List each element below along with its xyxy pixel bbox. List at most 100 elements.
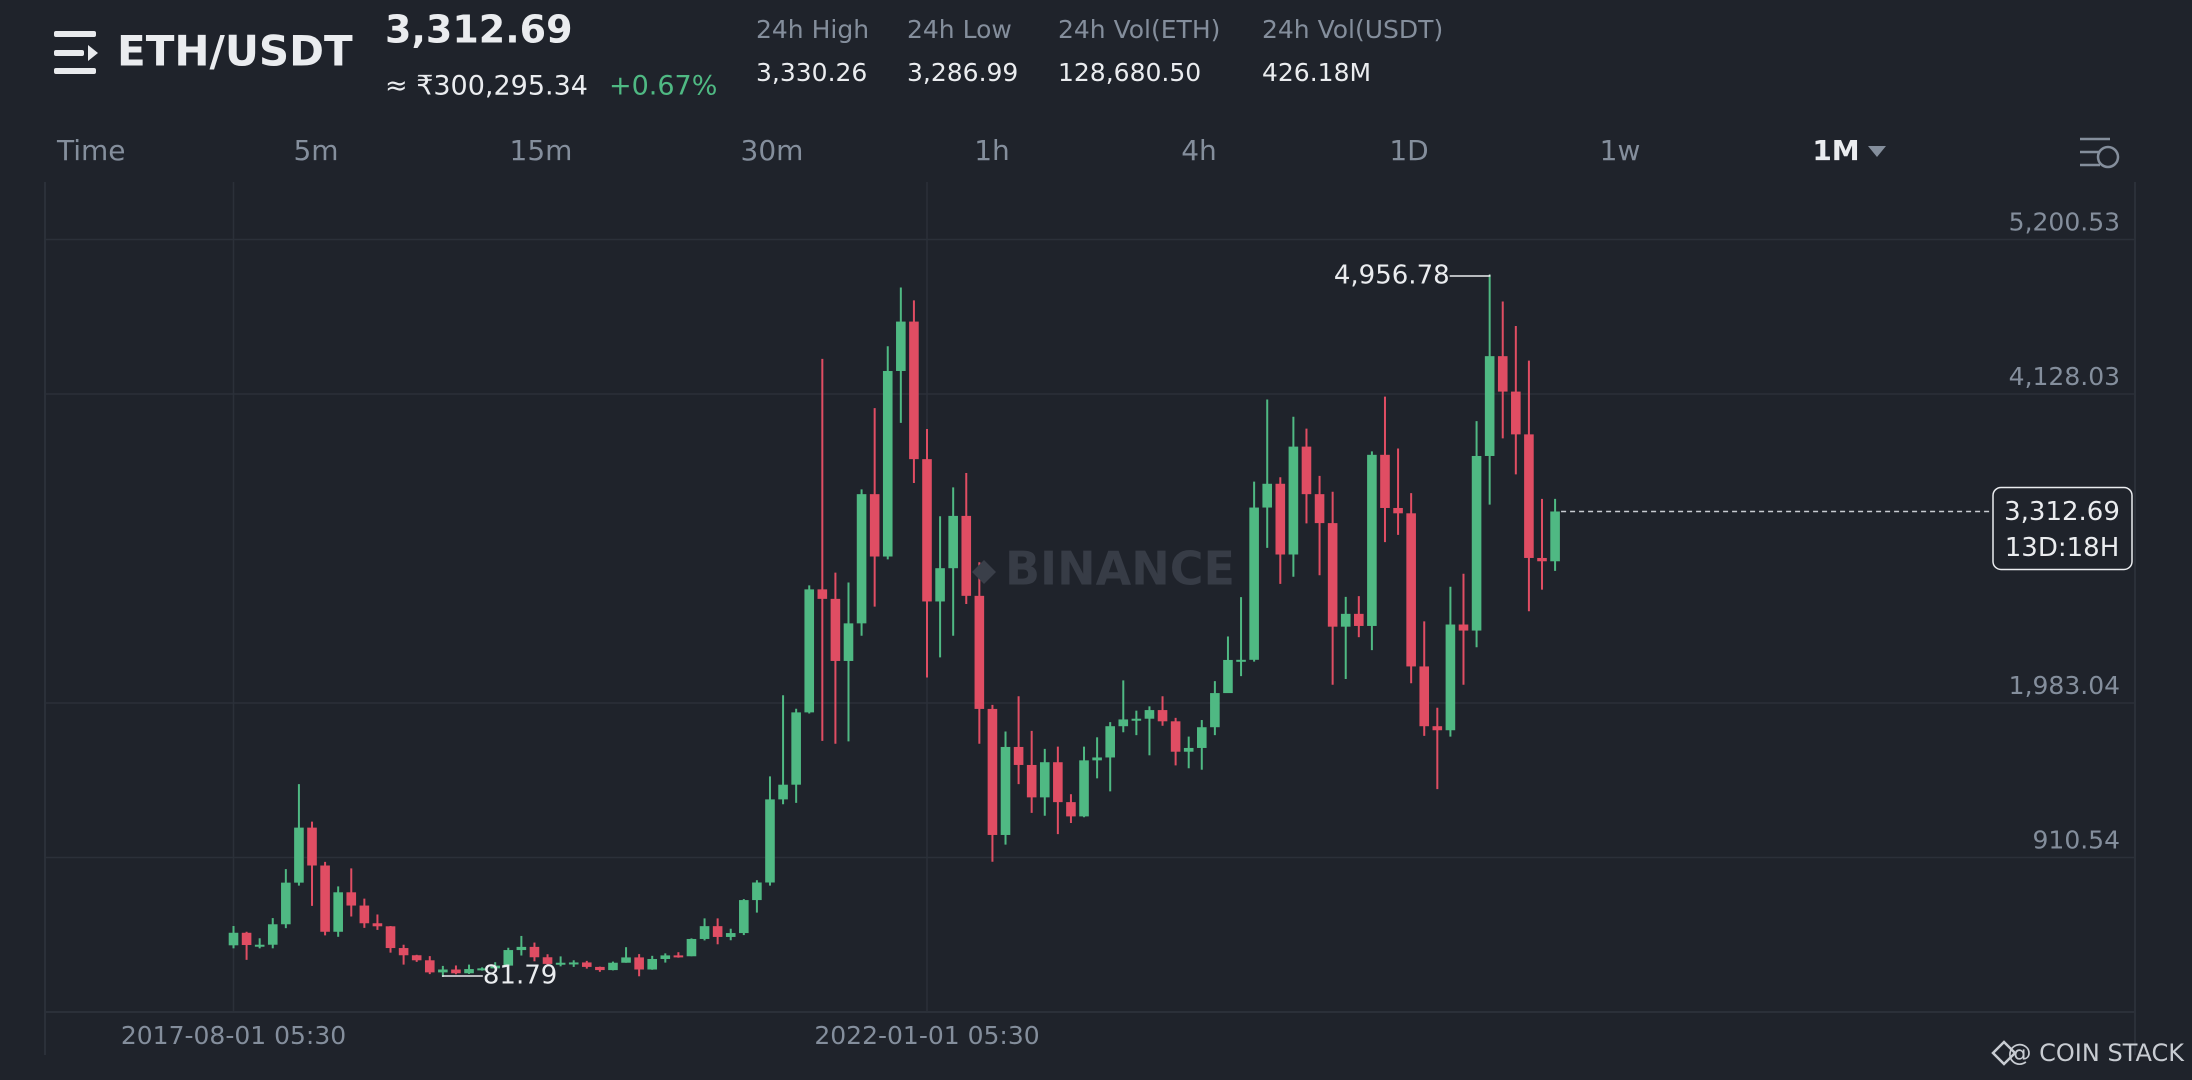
stat-label: 24h High bbox=[756, 15, 869, 44]
stat-value: 3,286.99 bbox=[907, 58, 1018, 87]
candle-body bbox=[529, 946, 540, 958]
stat-value: 426.18M bbox=[1262, 58, 1371, 87]
timeframe-tab[interactable]: 4h bbox=[1181, 134, 1217, 167]
min-label: 81.79 bbox=[483, 961, 557, 991]
candle-body bbox=[830, 598, 841, 661]
min-leader bbox=[442, 975, 483, 977]
candle-body bbox=[1354, 613, 1364, 626]
logo-diamond bbox=[1991, 1040, 2017, 1066]
candle-body bbox=[1393, 507, 1403, 514]
candle-body bbox=[1000, 746, 1011, 835]
candle-body bbox=[1026, 764, 1037, 798]
candle-body bbox=[267, 924, 278, 945]
candle-body bbox=[843, 623, 854, 661]
candle-body bbox=[307, 827, 317, 866]
candle-body bbox=[1497, 356, 1508, 392]
chart: 910.54 1,983.04 4,128.03 5,200.53 2017-08-01… bbox=[44, 182, 2136, 1055]
candle-body bbox=[346, 892, 357, 906]
price-change: +0.67% bbox=[609, 71, 717, 102]
timeframe-tab[interactable]: 1D bbox=[1389, 134, 1428, 167]
candle-body bbox=[1327, 523, 1338, 627]
candle-body bbox=[935, 568, 945, 602]
candle-body bbox=[568, 962, 579, 965]
candle-body bbox=[1092, 757, 1102, 761]
candle-body bbox=[1301, 446, 1312, 495]
candle-body bbox=[1419, 666, 1430, 727]
candle-body bbox=[1170, 721, 1181, 752]
candle-body bbox=[1196, 727, 1207, 748]
candle-body bbox=[1066, 802, 1076, 817]
watermark-logo bbox=[972, 560, 996, 584]
pair-name[interactable]: ETH/USDT bbox=[117, 27, 353, 76]
candle-body bbox=[739, 900, 749, 934]
candle-body bbox=[228, 932, 239, 946]
candle-body bbox=[1131, 718, 1142, 721]
timeframe-tab[interactable]: 5m bbox=[293, 134, 338, 167]
candle-body bbox=[961, 515, 972, 596]
candle-body bbox=[477, 968, 487, 971]
y-tick-label: 1,983.04 bbox=[2009, 671, 2120, 700]
footer-logo bbox=[1991, 1040, 2017, 1066]
candle-body bbox=[699, 926, 710, 939]
candle-body bbox=[686, 938, 697, 957]
candle-body bbox=[817, 589, 828, 599]
timeframe-tab[interactable]: 30m bbox=[741, 134, 804, 167]
candle-body bbox=[1079, 760, 1089, 817]
candle-body bbox=[424, 960, 435, 973]
candle-body bbox=[1013, 746, 1024, 765]
menu-bar bbox=[54, 68, 96, 74]
candle-body bbox=[1524, 434, 1534, 558]
settings-icon[interactable] bbox=[2080, 137, 2120, 169]
candle-body bbox=[411, 955, 422, 961]
candle-body bbox=[1183, 747, 1194, 752]
candle-body bbox=[1340, 613, 1351, 627]
candle-body bbox=[1445, 624, 1456, 731]
y-tick-label: 910.54 bbox=[2033, 826, 2120, 855]
candle-body bbox=[1210, 693, 1220, 728]
candle-body bbox=[660, 955, 671, 959]
candle-body bbox=[1432, 726, 1443, 731]
candle-body bbox=[1367, 454, 1377, 626]
candle-body bbox=[595, 966, 605, 971]
candle-body bbox=[1053, 762, 1063, 803]
last-price-label: 3,312.69 bbox=[2004, 497, 2120, 527]
dropdown-arrow bbox=[1868, 146, 1886, 157]
stat-label: 24h Low bbox=[907, 15, 1012, 44]
candle-body bbox=[398, 948, 409, 956]
menu-arrow bbox=[88, 45, 98, 61]
candle-body bbox=[1157, 710, 1168, 722]
timeframe-tab[interactable]: Time bbox=[56, 134, 126, 167]
candle-body bbox=[1550, 511, 1560, 562]
candle-body bbox=[1288, 446, 1299, 555]
candle-body bbox=[1406, 513, 1416, 667]
candle-body bbox=[987, 708, 998, 835]
timeframe-tab[interactable]: 1h bbox=[974, 134, 1010, 167]
timeframe-tab[interactable]: 1M bbox=[1812, 134, 1859, 167]
candle-body bbox=[451, 969, 461, 974]
candle-body bbox=[542, 957, 553, 964]
timeframe-tab[interactable]: 1w bbox=[1600, 134, 1641, 167]
candle-body bbox=[621, 957, 631, 963]
y-tick-label: 5,200.53 bbox=[2009, 208, 2120, 237]
candle-body bbox=[752, 882, 762, 901]
candle-body bbox=[909, 321, 919, 460]
candle-body bbox=[1511, 391, 1521, 435]
countdown-label: 13D:18H bbox=[2005, 533, 2120, 563]
candle-body bbox=[1236, 659, 1246, 662]
settings-lines bbox=[2080, 137, 2110, 167]
timeframe-tab[interactable]: 15m bbox=[510, 134, 573, 167]
candle-body bbox=[555, 962, 566, 965]
candle-body bbox=[725, 933, 736, 937]
stat-value: 3,330.26 bbox=[756, 58, 867, 87]
candle-body bbox=[634, 957, 644, 970]
candle-body bbox=[1223, 659, 1233, 694]
candle-body bbox=[791, 712, 801, 785]
menu-bar bbox=[54, 31, 96, 37]
last-price: 3,312.69 bbox=[385, 8, 573, 52]
candle-body bbox=[896, 321, 906, 371]
menu-icon[interactable] bbox=[54, 31, 98, 74]
candle-body bbox=[438, 969, 448, 973]
settings-gear bbox=[2096, 145, 2120, 169]
